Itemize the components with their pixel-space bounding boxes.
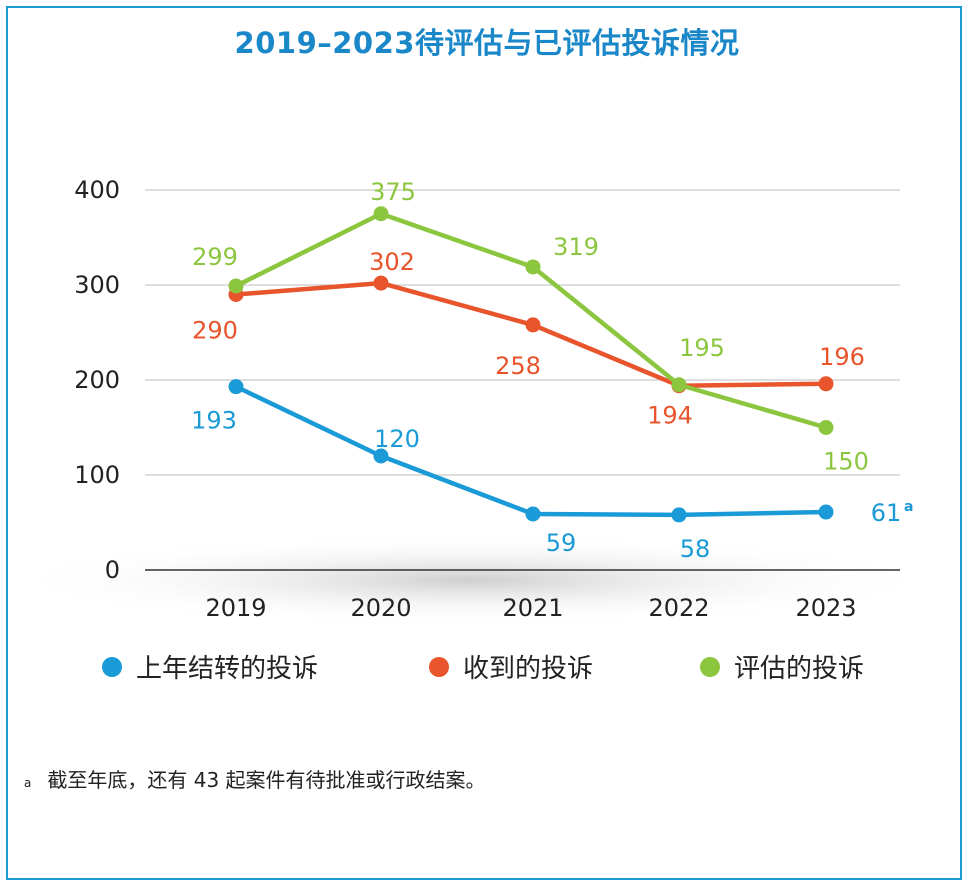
data-point-assessed (525, 259, 541, 275)
annotation-mark: a (904, 499, 913, 515)
y-tick-label: 200 (74, 366, 120, 394)
data-point-assessed (818, 420, 834, 435)
y-tick-label: 100 (74, 461, 120, 489)
data-point-carried-over (818, 504, 834, 520)
data-label-received: 302 (369, 248, 415, 276)
data-label-carried-over: 61 (871, 499, 902, 527)
x-tick-label: 2022 (648, 594, 709, 622)
legend-item-carried-over: 上年结转的投诉 (102, 648, 318, 685)
x-tick-label: 2021 (502, 594, 563, 622)
data-label-assessed: 195 (679, 334, 725, 362)
x-tick-label: 2020 (350, 594, 411, 622)
data-point-carried-over (525, 506, 541, 522)
data-point-assessed (671, 377, 687, 393)
legend-marker-icon (102, 656, 122, 677)
legend: 上年结转的投诉 收到的投诉 评估的投诉 (0, 648, 974, 688)
legend-label: 评估的投诉 (734, 654, 865, 684)
legend-marker-icon (700, 656, 720, 677)
legend-label: 上年结转的投诉 (136, 654, 319, 684)
data-label-received: 290 (192, 317, 238, 345)
y-tick-label: 300 (74, 271, 120, 299)
data-label-carried-over: 58 (680, 535, 711, 563)
data-point-assessed (373, 206, 389, 222)
line-chart: 0 100 200 300 400 2019 2020 2021 2022 2023 193 120… (0, 176, 940, 625)
y-tick-label: 0 (105, 556, 120, 584)
data-label-assessed: 319 (553, 233, 599, 261)
data-point-assessed (228, 278, 244, 294)
data-point-received (818, 376, 834, 392)
data-label-carried-over: 120 (374, 425, 420, 453)
legend-label: 收到的投诉 (463, 654, 594, 684)
data-label-assessed: 150 (823, 448, 869, 476)
legend-item-received: 收到的投诉 (429, 648, 593, 685)
data-label-received: 194 (647, 402, 693, 430)
x-tick-label: 2019 (205, 594, 266, 622)
data-label-received: 196 (819, 343, 865, 371)
footnote: a 截至年底，还有 43 起案件有待批准或行政结案。 (24, 764, 486, 793)
data-point-carried-over (373, 448, 389, 464)
data-label-carried-over: 193 (191, 407, 237, 435)
x-tick-label: 2023 (795, 594, 856, 622)
data-label-carried-over: 59 (546, 529, 577, 557)
data-label-received: 258 (495, 352, 541, 380)
data-point-received (525, 317, 541, 333)
y-tick-label: 400 (74, 176, 120, 204)
legend-item-assessed: 评估的投诉 (700, 648, 864, 685)
footnote-text: 截至年底，还有 43 起案件有待批准或行政结案。 (47, 768, 486, 792)
baseline-shadow (0, 535, 940, 625)
chart-frame (6, 6, 962, 880)
data-point-received (373, 275, 389, 291)
data-label-assessed: 299 (192, 243, 238, 271)
series-line-carried-over (233, 384, 829, 518)
data-point-carried-over (228, 379, 244, 395)
data-label-assessed: 375 (370, 178, 416, 206)
legend-marker-icon (429, 656, 449, 677)
footnote-mark: a (24, 776, 32, 790)
data-point-carried-over (671, 507, 687, 523)
chart-title: 2019–2023待评估与已评估投诉情况 (234, 26, 740, 60)
